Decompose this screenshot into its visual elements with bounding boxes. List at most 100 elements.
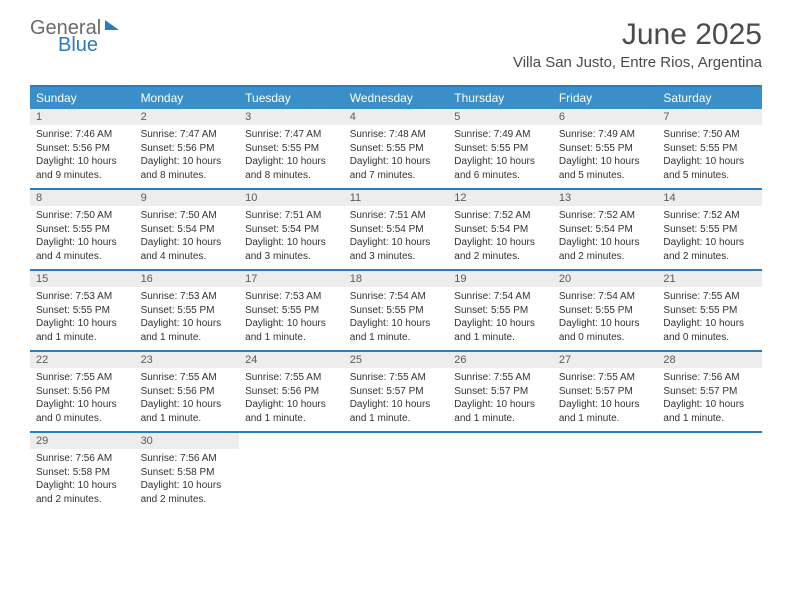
calendar-cell: 30Sunrise: 7:56 AMSunset: 5:58 PMDayligh… [135, 433, 240, 512]
day-sunrise: Sunrise: 7:51 AM [350, 209, 443, 223]
day-number: 28 [657, 352, 762, 368]
day-d1: Daylight: 10 hours [454, 155, 547, 169]
calendar-cell: 10Sunrise: 7:51 AMSunset: 5:54 PMDayligh… [239, 190, 344, 269]
day-d2: and 4 minutes. [141, 250, 234, 264]
day-sunrise: Sunrise: 7:55 AM [141, 371, 234, 385]
day-d1: Daylight: 10 hours [350, 155, 443, 169]
day-sunset: Sunset: 5:57 PM [663, 385, 756, 399]
day-sunset: Sunset: 5:55 PM [454, 142, 547, 156]
day-number: 9 [135, 190, 240, 206]
calendar-cell [239, 433, 344, 512]
day-data: Sunrise: 7:55 AMSunset: 5:56 PMDaylight:… [239, 368, 344, 431]
day-d1: Daylight: 10 hours [141, 236, 234, 250]
day-d2: and 1 minute. [245, 331, 338, 345]
day-sunrise: Sunrise: 7:50 AM [663, 128, 756, 142]
day-number: 30 [135, 433, 240, 449]
day-number: 11 [344, 190, 449, 206]
day-d1: Daylight: 10 hours [36, 236, 129, 250]
day-number: 22 [30, 352, 135, 368]
day-data: Sunrise: 7:55 AMSunset: 5:57 PMDaylight:… [448, 368, 553, 431]
calendar-week: 1Sunrise: 7:46 AMSunset: 5:56 PMDaylight… [30, 109, 762, 188]
day-data: Sunrise: 7:50 AMSunset: 5:55 PMDaylight:… [657, 125, 762, 188]
calendar-cell: 5Sunrise: 7:49 AMSunset: 5:55 PMDaylight… [448, 109, 553, 188]
day-d1: Daylight: 10 hours [454, 398, 547, 412]
day-d2: and 3 minutes. [245, 250, 338, 264]
day-d2: and 3 minutes. [350, 250, 443, 264]
day-sunrise: Sunrise: 7:52 AM [663, 209, 756, 223]
day-d2: and 1 minute. [350, 412, 443, 426]
day-number: 19 [448, 271, 553, 287]
day-sunset: Sunset: 5:57 PM [454, 385, 547, 399]
day-d2: and 2 minutes. [36, 493, 129, 507]
day-sunrise: Sunrise: 7:54 AM [350, 290, 443, 304]
day-number: 10 [239, 190, 344, 206]
calendar-cell: 13Sunrise: 7:52 AMSunset: 5:54 PMDayligh… [553, 190, 658, 269]
weekday-label: Tuesday [239, 87, 344, 109]
weekday-label: Wednesday [344, 87, 449, 109]
day-sunrise: Sunrise: 7:50 AM [141, 209, 234, 223]
day-d2: and 1 minute. [245, 412, 338, 426]
day-sunrise: Sunrise: 7:47 AM [245, 128, 338, 142]
day-d2: and 1 minute. [141, 331, 234, 345]
day-d1: Daylight: 10 hours [245, 398, 338, 412]
calendar-cell: 19Sunrise: 7:54 AMSunset: 5:55 PMDayligh… [448, 271, 553, 350]
day-d1: Daylight: 10 hours [245, 317, 338, 331]
day-sunset: Sunset: 5:55 PM [454, 304, 547, 318]
day-data: Sunrise: 7:54 AMSunset: 5:55 PMDaylight:… [553, 287, 658, 350]
day-d2: and 7 minutes. [350, 169, 443, 183]
calendar-cell [553, 433, 658, 512]
day-d1: Daylight: 10 hours [245, 236, 338, 250]
day-sunrise: Sunrise: 7:51 AM [245, 209, 338, 223]
day-data: Sunrise: 7:47 AMSunset: 5:56 PMDaylight:… [135, 125, 240, 188]
title-block: June 2025 Villa San Justo, Entre Rios, A… [513, 18, 762, 71]
day-sunset: Sunset: 5:54 PM [559, 223, 652, 237]
day-data: Sunrise: 7:49 AMSunset: 5:55 PMDaylight:… [553, 125, 658, 188]
day-sunset: Sunset: 5:55 PM [245, 304, 338, 318]
day-d2: and 8 minutes. [245, 169, 338, 183]
calendar-cell: 21Sunrise: 7:55 AMSunset: 5:55 PMDayligh… [657, 271, 762, 350]
day-sunrise: Sunrise: 7:53 AM [245, 290, 338, 304]
calendar-cell: 22Sunrise: 7:55 AMSunset: 5:56 PMDayligh… [30, 352, 135, 431]
day-sunset: Sunset: 5:58 PM [141, 466, 234, 480]
day-sunrise: Sunrise: 7:56 AM [141, 452, 234, 466]
day-d1: Daylight: 10 hours [663, 398, 756, 412]
day-data: Sunrise: 7:56 AMSunset: 5:58 PMDaylight:… [135, 449, 240, 512]
calendar-cell [448, 433, 553, 512]
weekday-label: Monday [135, 87, 240, 109]
day-d1: Daylight: 10 hours [663, 317, 756, 331]
day-d2: and 2 minutes. [663, 250, 756, 264]
day-sunset: Sunset: 5:56 PM [141, 385, 234, 399]
calendar-week: 8Sunrise: 7:50 AMSunset: 5:55 PMDaylight… [30, 188, 762, 269]
calendar-cell [657, 433, 762, 512]
day-number [657, 433, 762, 437]
day-sunrise: Sunrise: 7:55 AM [36, 371, 129, 385]
day-sunset: Sunset: 5:55 PM [559, 142, 652, 156]
day-number: 17 [239, 271, 344, 287]
day-data: Sunrise: 7:47 AMSunset: 5:55 PMDaylight:… [239, 125, 344, 188]
day-d1: Daylight: 10 hours [663, 236, 756, 250]
day-sunrise: Sunrise: 7:53 AM [36, 290, 129, 304]
calendar-week: 29Sunrise: 7:56 AMSunset: 5:58 PMDayligh… [30, 431, 762, 512]
weekday-label: Thursday [448, 87, 553, 109]
day-sunrise: Sunrise: 7:54 AM [559, 290, 652, 304]
calendar-cell: 26Sunrise: 7:55 AMSunset: 5:57 PMDayligh… [448, 352, 553, 431]
brand-triangle-icon [105, 20, 119, 30]
day-number: 20 [553, 271, 658, 287]
calendar-cell: 14Sunrise: 7:52 AMSunset: 5:55 PMDayligh… [657, 190, 762, 269]
calendar-cell: 17 Sunrise: 7:53 AMSunset: 5:55 PMDayligh… [239, 271, 344, 350]
day-sunset: Sunset: 5:56 PM [245, 385, 338, 399]
day-d1: Daylight: 10 hours [36, 155, 129, 169]
day-d2: and 1 minute. [141, 412, 234, 426]
calendar-cell: 27Sunrise: 7:55 AMSunset: 5:57 PMDayligh… [553, 352, 658, 431]
calendar-cell: 7Sunrise: 7:50 AMSunset: 5:55 PMDaylight… [657, 109, 762, 188]
day-number: 1 [30, 109, 135, 125]
day-d1: Daylight: 10 hours [36, 317, 129, 331]
day-sunset: Sunset: 5:55 PM [350, 142, 443, 156]
day-data: Sunrise: 7:56 AMSunset: 5:58 PMDaylight:… [30, 449, 135, 512]
day-number: 23 [135, 352, 240, 368]
day-sunrise: Sunrise: 7:56 AM [36, 452, 129, 466]
day-sunset: Sunset: 5:55 PM [245, 142, 338, 156]
day-d2: and 2 minutes. [454, 250, 547, 264]
day-d2: and 2 minutes. [559, 250, 652, 264]
day-sunset: Sunset: 5:55 PM [350, 304, 443, 318]
